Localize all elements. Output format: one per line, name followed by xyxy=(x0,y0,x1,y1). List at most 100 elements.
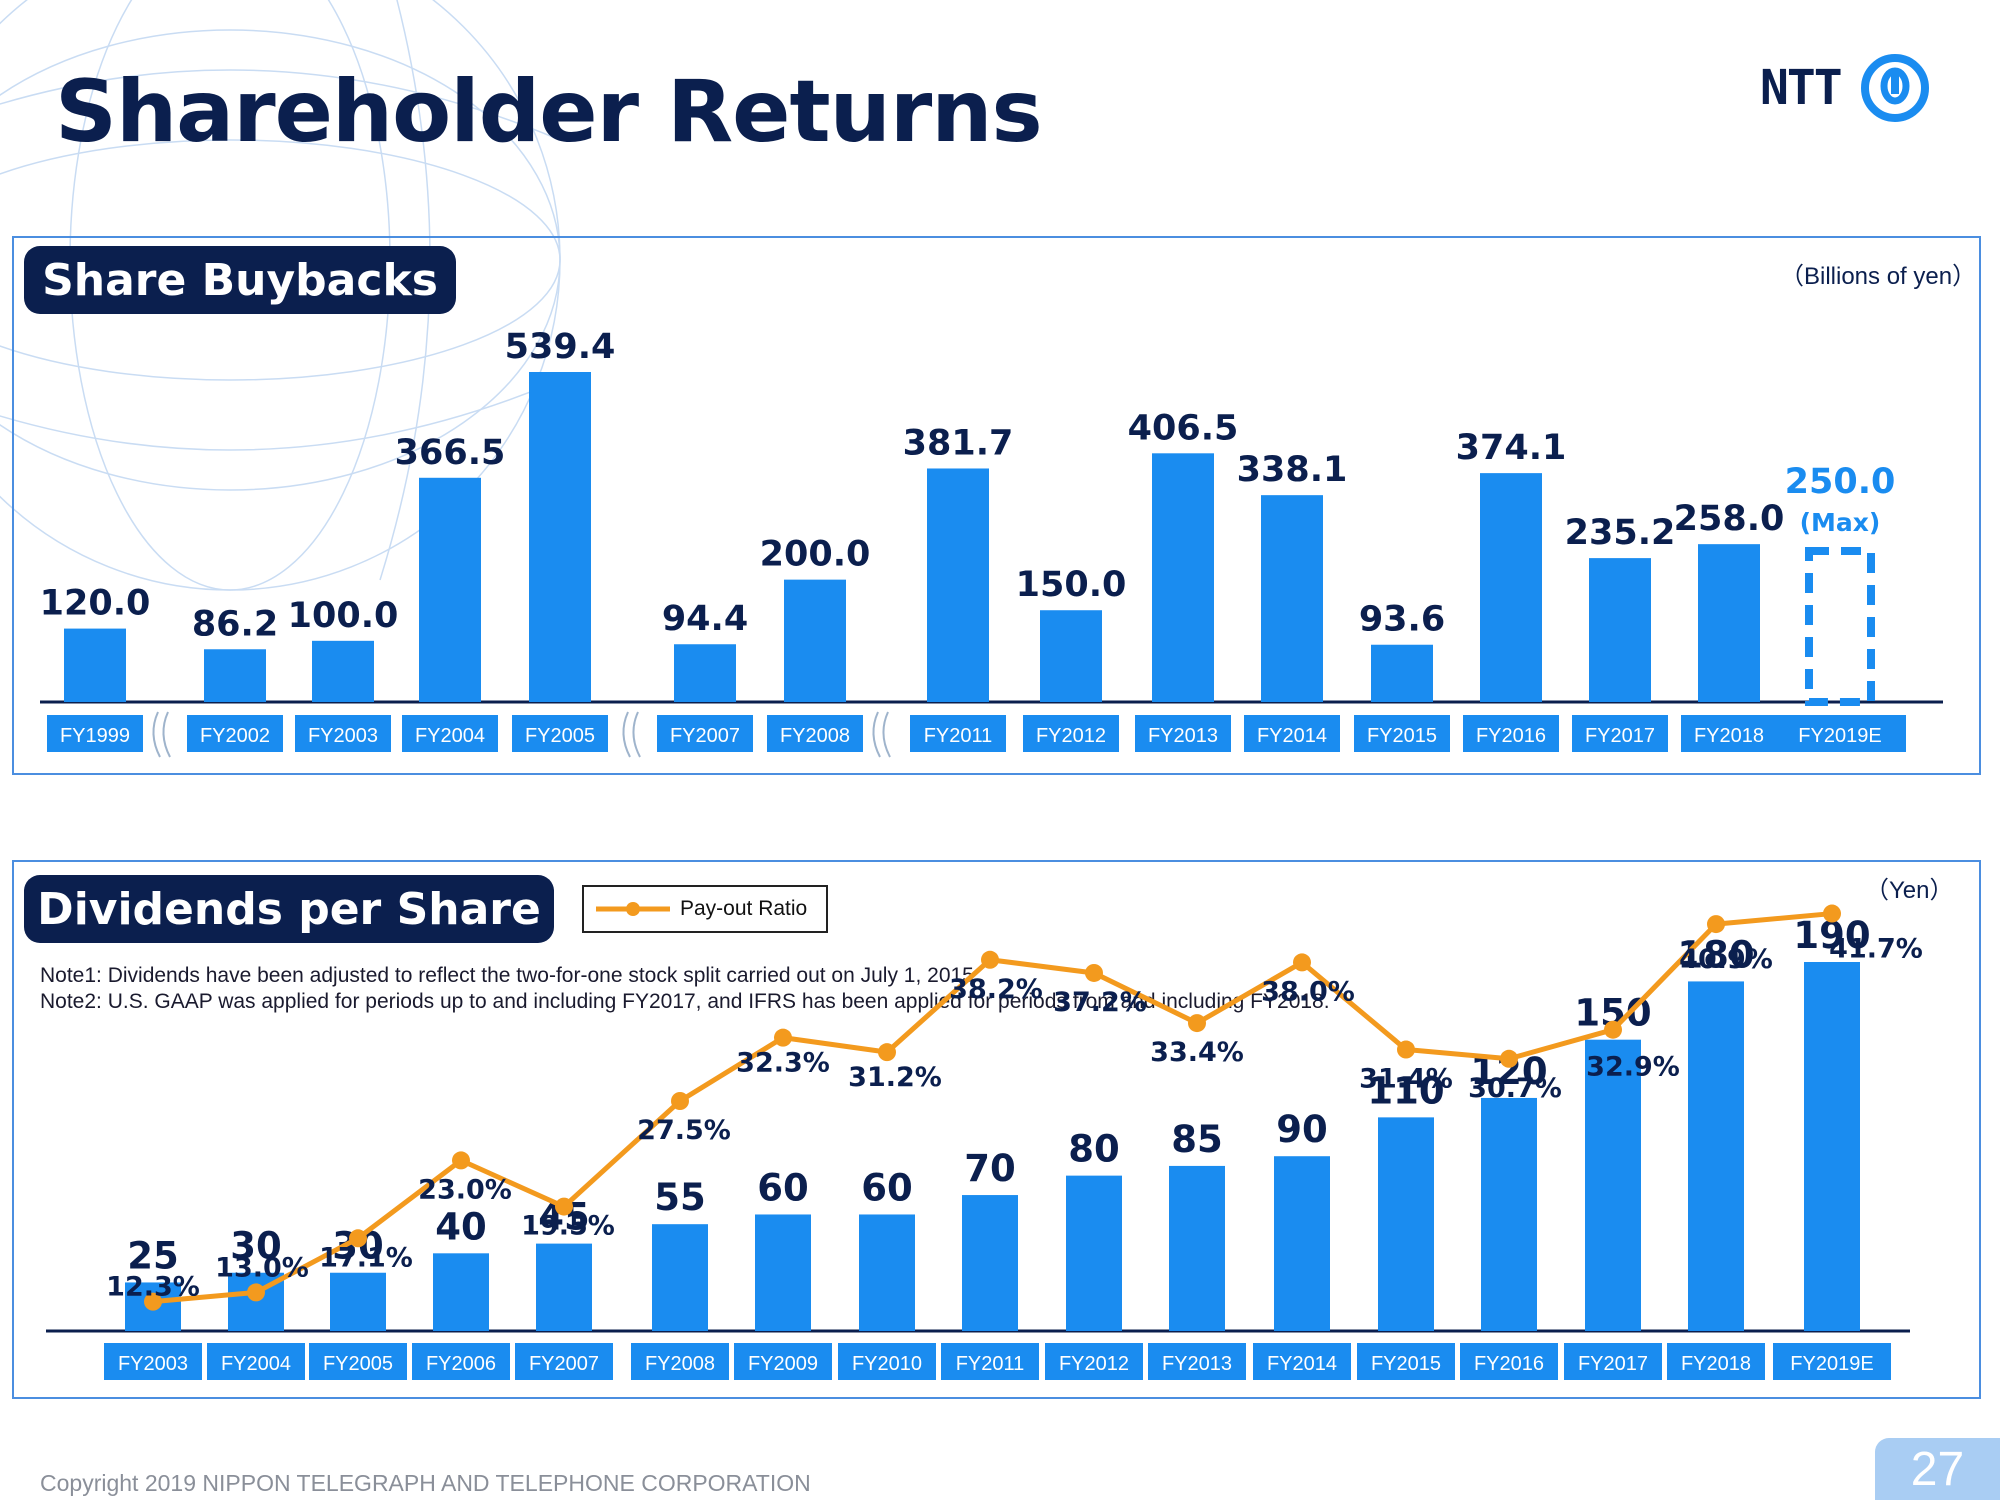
axis-break-mark xyxy=(622,711,631,758)
dividend-category-box xyxy=(1564,1343,1662,1380)
dividend-category-box xyxy=(1460,1343,1558,1380)
payout-ratio-point xyxy=(1707,915,1725,934)
buyback-category-box xyxy=(187,715,283,752)
buyback-category-box xyxy=(47,715,143,752)
dividends-unit-label: （Yen） xyxy=(1865,877,1954,904)
buyback-bar xyxy=(1480,473,1542,702)
buyback-bar xyxy=(1371,644,1433,702)
payout-ratio-label: 19.5% xyxy=(521,1211,615,1242)
buyback-value-label: 100.0 xyxy=(288,596,399,636)
dividend-bar xyxy=(1378,1117,1434,1331)
axis-break-mark xyxy=(882,711,891,758)
dividend-category-box xyxy=(412,1343,510,1380)
buyback-category-box xyxy=(910,715,1006,752)
buyback-bar xyxy=(1261,495,1323,702)
dividend-category-box xyxy=(1667,1343,1765,1380)
payout-ratio-label: 31.2% xyxy=(848,1062,942,1093)
dividend-category-label: FY2010 xyxy=(852,1353,922,1375)
axis-break-mark xyxy=(632,711,641,758)
dividend-category-box xyxy=(515,1343,613,1380)
buyback-category-label: FY2004 xyxy=(415,725,485,747)
dividend-bar xyxy=(536,1243,592,1331)
buyback-category-box xyxy=(402,715,498,752)
dividend-value-label: 55 xyxy=(654,1176,706,1219)
payout-ratio-point xyxy=(1500,1049,1518,1068)
buyback-bar xyxy=(1589,558,1651,702)
payout-ratio-label: 32.9% xyxy=(1586,1052,1680,1083)
dividend-bar xyxy=(330,1272,386,1331)
dividends-panel xyxy=(12,860,1981,1399)
buyback-value-label: 250.0 xyxy=(1785,462,1896,502)
dividend-category-label: FY2003 xyxy=(118,1353,188,1375)
dividend-bar xyxy=(1804,962,1860,1331)
dividend-category-box xyxy=(1045,1343,1143,1380)
dividend-value-label: 85 xyxy=(1171,1118,1223,1161)
payout-ratio-point xyxy=(1604,1020,1622,1039)
payout-ratio-label: 12.3% xyxy=(106,1272,200,1303)
payout-ratio-point xyxy=(1397,1040,1415,1059)
buyback-category-label: FY2018 xyxy=(1694,725,1764,747)
dividend-category-label: FY2015 xyxy=(1371,1353,1441,1375)
buyback-category-box xyxy=(295,715,391,752)
buyback-category-box xyxy=(1023,715,1119,752)
buyback-category-label: FY1999 xyxy=(60,725,130,747)
payout-ratio-point xyxy=(774,1028,792,1047)
dividend-bar xyxy=(859,1214,915,1331)
dividend-category-label: FY2006 xyxy=(426,1353,496,1375)
ntt-logo-mark-icon xyxy=(1860,54,1929,122)
dividend-category-label: FY2018 xyxy=(1681,1353,1751,1375)
legend-label: Pay-out Ratio xyxy=(680,897,808,920)
dividend-bar xyxy=(1481,1097,1537,1331)
page-title: Shareholder Returns xyxy=(55,62,1043,162)
buyback-bar xyxy=(784,579,846,702)
buyback-bar-estimate xyxy=(1805,547,1875,707)
buyback-bar xyxy=(419,477,481,702)
logo-text: NTT xyxy=(1760,60,1843,116)
dividend-category-label: FY2013 xyxy=(1162,1353,1232,1375)
payout-ratio-point xyxy=(878,1043,896,1062)
buyback-bar xyxy=(1040,610,1102,702)
dividend-bar xyxy=(652,1224,708,1331)
buyback-category-box xyxy=(1681,715,1777,752)
dividend-category-label: FY2005 xyxy=(323,1353,393,1375)
dividend-category-box xyxy=(104,1343,202,1380)
payout-ratio-label: 17.1% xyxy=(319,1242,413,1273)
dividend-value-label: 40 xyxy=(435,1205,487,1248)
dividends-note-1: Note1: Dividends have been adjusted to r… xyxy=(40,964,974,987)
dividend-category-label: FY2004 xyxy=(221,1353,291,1375)
buyback-value-label: 235.2 xyxy=(1565,513,1676,553)
dividend-bar xyxy=(1274,1156,1330,1331)
payout-ratio-point xyxy=(1085,963,1103,982)
buybacks-panel xyxy=(12,236,1981,775)
payout-ratio-label: 23.0% xyxy=(418,1174,512,1205)
dividend-category-label: FY2011 xyxy=(956,1353,1025,1375)
buybacks-section-title: Share Buybacks xyxy=(24,246,456,314)
payout-ratio-point xyxy=(1823,904,1841,923)
dividend-bar xyxy=(962,1195,1018,1331)
buyback-value-label: 539.4 xyxy=(505,327,616,367)
dividend-bar xyxy=(433,1253,489,1331)
dividend-category-box xyxy=(941,1343,1039,1380)
dividend-category-box xyxy=(734,1343,832,1380)
axis-break-mark xyxy=(152,711,161,758)
payout-ratio-point xyxy=(452,1151,470,1170)
dividend-category-label: FY2012 xyxy=(1059,1353,1129,1375)
buyback-value-label: 120.0 xyxy=(40,584,151,624)
payout-ratio-label: 13.0% xyxy=(215,1252,309,1283)
dividend-value-label: 60 xyxy=(757,1166,809,1209)
buyback-category-label: FY2014 xyxy=(1257,725,1327,747)
buybacks-unit-label: （Billions of yen） xyxy=(1780,263,1977,290)
dividend-category-box xyxy=(309,1343,407,1380)
dividends-note-2: Note2: U.S. GAAP was applied for periods… xyxy=(40,990,1330,1013)
dividend-category-box xyxy=(631,1343,729,1380)
dividend-bar xyxy=(1066,1175,1122,1331)
ntt-logo: NTT xyxy=(1760,52,1931,124)
dividend-category-box xyxy=(838,1343,936,1380)
payout-ratio-label: 38.0% xyxy=(1261,976,1355,1007)
dividend-bar xyxy=(755,1214,811,1331)
dividend-category-box xyxy=(1148,1343,1246,1380)
dividend-category-label: FY2016 xyxy=(1474,1353,1544,1375)
dividends-section-title: Dividends per Share xyxy=(24,875,554,943)
buyback-bar xyxy=(1152,453,1214,702)
